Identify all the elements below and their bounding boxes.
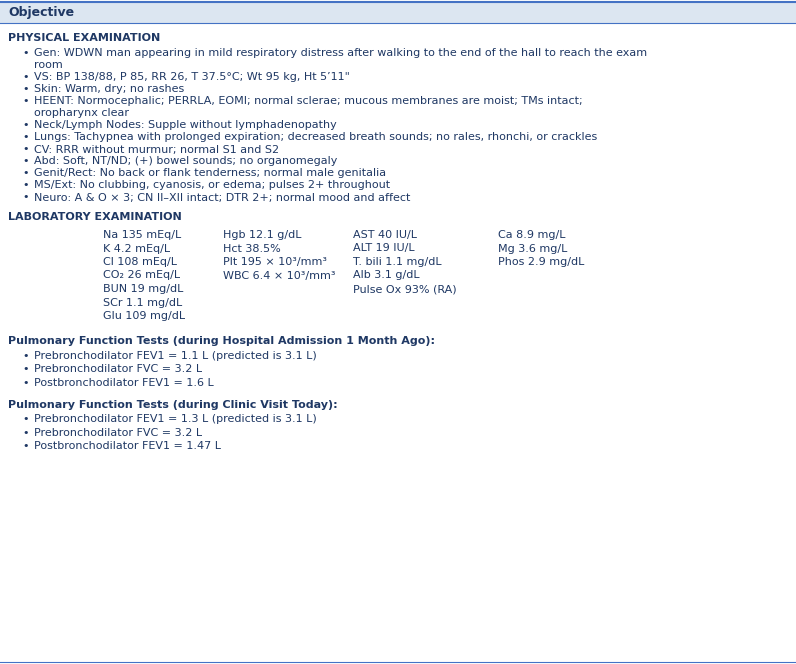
- Text: Gen: WDWN man appearing in mild respiratory distress after walking to the end of: Gen: WDWN man appearing in mild respirat…: [34, 48, 647, 58]
- Text: ALT 19 IU/L: ALT 19 IU/L: [353, 244, 415, 254]
- Text: Prebronchodilator FEV1 = 1.3 L (predicted is 3.1 L): Prebronchodilator FEV1 = 1.3 L (predicte…: [34, 414, 317, 424]
- Text: •: •: [22, 169, 29, 179]
- Text: Skin: Warm, dry; no rashes: Skin: Warm, dry; no rashes: [34, 84, 184, 94]
- Text: •: •: [22, 428, 29, 438]
- Text: K 4.2 mEq/L: K 4.2 mEq/L: [103, 244, 170, 254]
- Text: LABORATORY EXAMINATION: LABORATORY EXAMINATION: [8, 212, 181, 222]
- Text: SCr 1.1 mg/dL: SCr 1.1 mg/dL: [103, 297, 182, 307]
- Text: Pulmonary Function Tests (during Hospital Admission 1 Month Ago):: Pulmonary Function Tests (during Hospita…: [8, 337, 435, 347]
- Text: •: •: [22, 133, 29, 143]
- Text: Pulse Ox 93% (RA): Pulse Ox 93% (RA): [353, 284, 457, 294]
- Text: •: •: [22, 72, 29, 82]
- Text: Objective: Objective: [8, 6, 74, 19]
- Text: Na 135 mEq/L: Na 135 mEq/L: [103, 230, 181, 240]
- Text: Postbronchodilator FEV1 = 1.6 L: Postbronchodilator FEV1 = 1.6 L: [34, 378, 214, 388]
- Text: Plt 195 × 10³/mm³: Plt 195 × 10³/mm³: [223, 257, 327, 267]
- Text: CO₂ 26 mEq/L: CO₂ 26 mEq/L: [103, 270, 180, 280]
- Text: Neuro: A & O × 3; CN II–XII intact; DTR 2+; normal mood and affect: Neuro: A & O × 3; CN II–XII intact; DTR …: [34, 193, 411, 203]
- Text: T. bili 1.1 mg/dL: T. bili 1.1 mg/dL: [353, 257, 442, 267]
- Text: Prebronchodilator FVC = 3.2 L: Prebronchodilator FVC = 3.2 L: [34, 428, 202, 438]
- Text: MS/Ext: No clubbing, cyanosis, or edema; pulses 2+ throughout: MS/Ext: No clubbing, cyanosis, or edema;…: [34, 181, 390, 191]
- Text: •: •: [22, 157, 29, 167]
- Text: •: •: [22, 365, 29, 374]
- Text: HEENT: Normocephalic; PERRLA, EOMI; normal sclerae; mucous membranes are moist; : HEENT: Normocephalic; PERRLA, EOMI; norm…: [34, 96, 583, 106]
- Text: AST 40 IU/L: AST 40 IU/L: [353, 230, 417, 240]
- Text: room: room: [34, 60, 63, 70]
- Text: Glu 109 mg/dL: Glu 109 mg/dL: [103, 311, 185, 321]
- Text: Postbronchodilator FEV1 = 1.47 L: Postbronchodilator FEV1 = 1.47 L: [34, 441, 221, 451]
- Text: VS: BP 138/88, P 85, RR 26, T 37.5°C; Wt 95 kg, Ht 5’11": VS: BP 138/88, P 85, RR 26, T 37.5°C; Wt…: [34, 72, 350, 82]
- Text: •: •: [22, 145, 29, 155]
- Text: •: •: [22, 181, 29, 191]
- Text: •: •: [22, 96, 29, 106]
- Text: •: •: [22, 48, 29, 58]
- Text: Hgb 12.1 g/dL: Hgb 12.1 g/dL: [223, 230, 302, 240]
- Text: CV: RRR without murmur; normal S1 and S2: CV: RRR without murmur; normal S1 and S2: [34, 145, 279, 155]
- Text: •: •: [22, 378, 29, 388]
- Text: Prebronchodilator FEV1 = 1.1 L (predicted is 3.1 L): Prebronchodilator FEV1 = 1.1 L (predicte…: [34, 351, 317, 361]
- Text: PHYSICAL EXAMINATION: PHYSICAL EXAMINATION: [8, 33, 160, 43]
- Text: Prebronchodilator FVC = 3.2 L: Prebronchodilator FVC = 3.2 L: [34, 365, 202, 374]
- Text: Phos 2.9 mg/dL: Phos 2.9 mg/dL: [498, 257, 584, 267]
- Text: oropharynx clear: oropharynx clear: [34, 108, 129, 118]
- Text: Mg 3.6 mg/L: Mg 3.6 mg/L: [498, 244, 568, 254]
- Text: Abd: Soft, NT/ND; (+) bowel sounds; no organomegaly: Abd: Soft, NT/ND; (+) bowel sounds; no o…: [34, 157, 338, 167]
- Text: Pulmonary Function Tests (during Clinic Visit Today):: Pulmonary Function Tests (during Clinic …: [8, 400, 338, 410]
- Text: WBC 6.4 × 10³/mm³: WBC 6.4 × 10³/mm³: [223, 270, 335, 280]
- Text: •: •: [22, 351, 29, 361]
- Text: •: •: [22, 414, 29, 424]
- Text: BUN 19 mg/dL: BUN 19 mg/dL: [103, 284, 183, 294]
- Text: •: •: [22, 84, 29, 94]
- Text: •: •: [22, 193, 29, 203]
- Text: Alb 3.1 g/dL: Alb 3.1 g/dL: [353, 270, 419, 280]
- Text: Cl 108 mEq/L: Cl 108 mEq/L: [103, 257, 177, 267]
- Text: Genit/Rect: No back or flank tenderness; normal male genitalia: Genit/Rect: No back or flank tenderness;…: [34, 169, 386, 179]
- Bar: [0, 2, 796, 23]
- Text: •: •: [22, 441, 29, 451]
- Text: •: •: [22, 120, 29, 131]
- Text: Neck/Lymph Nodes: Supple without lymphadenopathy: Neck/Lymph Nodes: Supple without lymphad…: [34, 120, 337, 131]
- Text: Ca 8.9 mg/L: Ca 8.9 mg/L: [498, 230, 565, 240]
- Text: Lungs: Tachypnea with prolonged expiration; decreased breath sounds; no rales, r: Lungs: Tachypnea with prolonged expirati…: [34, 133, 597, 143]
- Text: Hct 38.5%: Hct 38.5%: [223, 244, 281, 254]
